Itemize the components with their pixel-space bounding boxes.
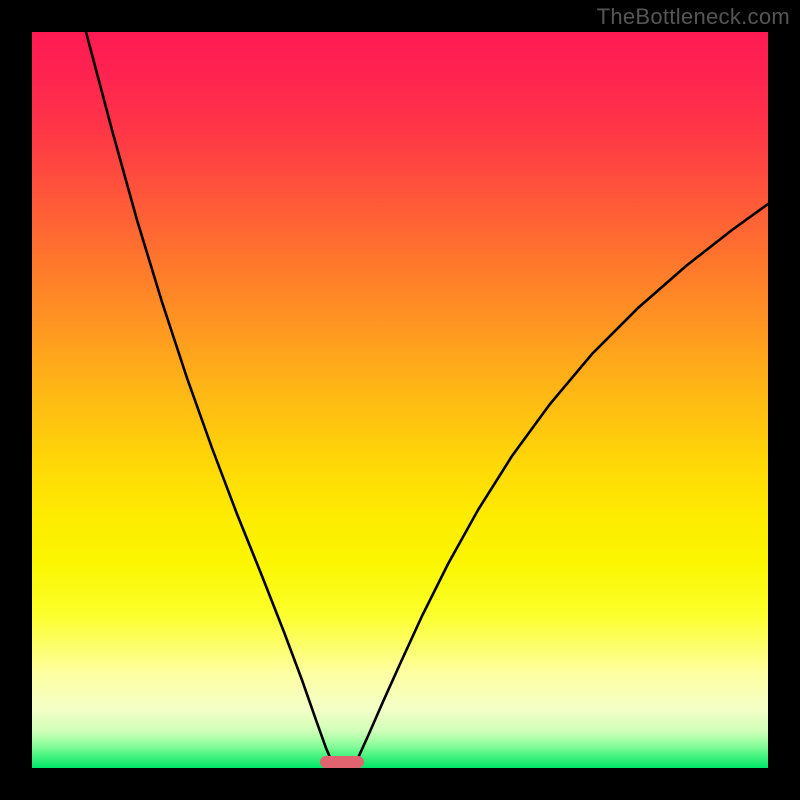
bottleneck-marker — [320, 756, 364, 768]
watermark-text: TheBottleneck.com — [597, 4, 790, 30]
root-container: TheBottleneck.com — [0, 0, 800, 800]
chart-background — [32, 32, 768, 768]
bottleneck-chart — [0, 0, 800, 800]
